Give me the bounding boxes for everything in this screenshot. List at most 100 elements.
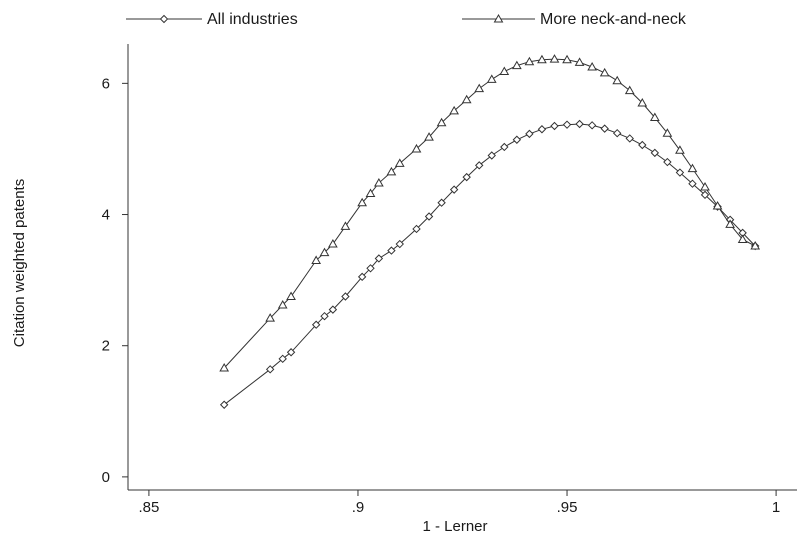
data-point-triangle: [411, 143, 422, 153]
data-point-triangle: [574, 57, 585, 66]
series-line: [223, 58, 756, 369]
data-point-diamond: [424, 212, 434, 221]
data-point-triangle: [675, 145, 685, 154]
x-tick-label: .95: [557, 499, 578, 516]
data-point-triangle: [649, 112, 660, 121]
data-point-diamond: [550, 121, 559, 131]
data-point-triangle: [357, 197, 368, 207]
legend-item-more-neck-and-neck: More neck-and-neck: [462, 11, 687, 28]
data-point-diamond: [612, 128, 622, 138]
data-point-diamond: [650, 148, 660, 158]
y-tick-label: 6: [102, 75, 110, 92]
data-point-diamond: [286, 348, 296, 357]
data-point-diamond: [387, 246, 396, 255]
data-point-diamond: [675, 168, 685, 177]
legend-label-more-neck-and-neck: More neck-and-neck: [540, 11, 687, 28]
data-point-diamond: [328, 305, 338, 314]
data-point-triangle: [599, 67, 610, 77]
data-point-diamond: [219, 400, 229, 409]
data-point-diamond: [357, 272, 367, 282]
data-point-triangle: [687, 163, 698, 173]
data-point-triangle: [328, 239, 338, 248]
data-point-triangle: [265, 313, 276, 322]
data-point-diamond: [462, 172, 471, 182]
data-point-triangle: [662, 128, 673, 137]
data-point-diamond: [341, 292, 350, 301]
data-point-diamond: [395, 239, 404, 249]
data-point-triangle: [624, 85, 635, 95]
data-point-triangle: [524, 56, 535, 66]
data-point-diamond: [500, 142, 509, 152]
data-point-diamond: [663, 157, 672, 167]
legend-triangle-marker: [493, 13, 504, 23]
data-point-diamond: [374, 254, 384, 263]
data-point-triangle: [424, 132, 434, 141]
data-point-triangle: [319, 247, 330, 257]
data-point-triangle: [394, 158, 405, 167]
legend-label-all-industries: All industries: [207, 11, 298, 28]
data-point-triangle: [537, 54, 547, 64]
data-point-diamond: [587, 121, 597, 130]
x-axis-title: 1 - Lerner: [422, 518, 487, 533]
data-point-triangle: [499, 66, 510, 76]
legend: All industries More neck-and-neck: [126, 11, 687, 28]
data-point-triangle: [374, 178, 384, 187]
series-more-neck-and-neck: [219, 54, 761, 372]
data-point-triangle: [449, 105, 459, 115]
data-point-diamond: [625, 134, 634, 143]
data-point-triangle: [737, 234, 748, 243]
data-point-diamond: [512, 135, 522, 144]
x-tick-label: .85: [138, 499, 159, 516]
data-point-triangle: [461, 94, 472, 104]
y-tick-label: 4: [102, 207, 110, 224]
data-point-triangle: [725, 219, 735, 228]
data-point-triangle: [311, 255, 322, 264]
data-point-triangle: [562, 54, 572, 64]
data-point-diamond: [688, 179, 697, 188]
data-point-triangle: [365, 188, 376, 198]
data-point-triangle: [340, 221, 351, 230]
data-point-diamond: [437, 198, 446, 207]
data-point-diamond: [487, 151, 496, 160]
data-point-triangle: [549, 54, 560, 63]
x-tick-label: .9: [352, 499, 365, 516]
data-point-diamond: [525, 129, 534, 139]
data-point-triangle: [700, 181, 710, 191]
data-point-diamond: [575, 119, 584, 129]
data-point-triangle: [286, 291, 296, 301]
data-point-diamond: [412, 224, 421, 234]
data-point-triangle: [750, 241, 761, 250]
data-point-diamond: [278, 354, 287, 364]
data-point-triangle: [637, 98, 648, 107]
x-tick-label: 1: [772, 499, 780, 516]
data-point-triangle: [511, 60, 522, 70]
data-point-diamond: [449, 185, 459, 194]
data-point-diamond: [600, 124, 609, 133]
y-axis-title: Citation weighted patents: [11, 179, 28, 347]
data-point-diamond: [265, 365, 275, 374]
data-point-diamond: [562, 120, 572, 129]
data-point-diamond: [366, 264, 375, 273]
data-point-diamond: [700, 190, 710, 200]
y-tick-label: 0: [102, 469, 110, 486]
data-point-triangle: [486, 74, 497, 83]
data-point-diamond: [320, 311, 329, 321]
data-point-triangle: [712, 200, 723, 210]
series-all-industries: [219, 119, 760, 409]
data-point-diamond: [638, 140, 647, 150]
data-point-triangle: [474, 83, 485, 93]
data-point-triangle: [436, 117, 447, 127]
series-line: [223, 123, 756, 406]
data-point-diamond: [475, 161, 484, 170]
y-tick-label: 2: [102, 338, 110, 355]
legend-item-all-industries: All industries: [126, 11, 298, 28]
data-point-diamond: [537, 125, 547, 134]
data-point-triangle: [277, 300, 288, 309]
axes: 0 2 4 6 .85 .9 .95 1: [102, 44, 797, 516]
legend-diamond-marker: [159, 14, 169, 24]
data-point-triangle: [386, 166, 397, 176]
data-point-triangle: [587, 61, 597, 71]
data-point-triangle: [612, 75, 623, 85]
series-group: [219, 54, 761, 409]
